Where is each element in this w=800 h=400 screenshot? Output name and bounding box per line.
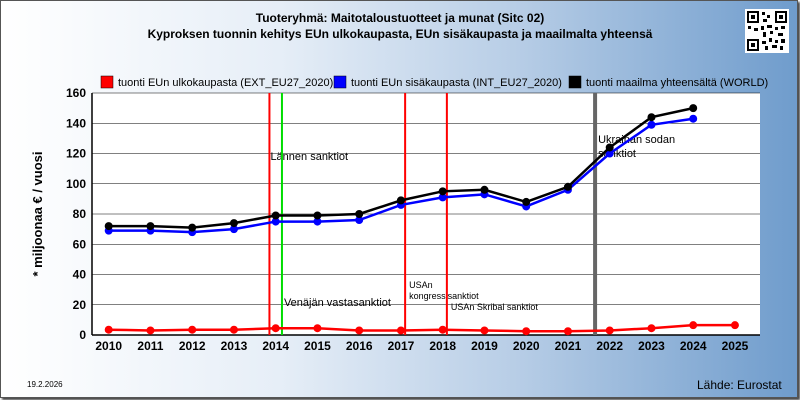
- data-point: [647, 113, 656, 122]
- x-tick-label: 2010: [95, 339, 122, 353]
- data-point: [313, 211, 322, 220]
- data-point: [605, 143, 614, 152]
- data-point: [355, 210, 364, 218]
- x-tick-label: 2013: [221, 339, 248, 353]
- data-point: [480, 326, 489, 335]
- event-label: Venäjän vastasanktiot: [284, 297, 391, 309]
- data-point: [647, 120, 656, 129]
- legend-swatch: [568, 75, 582, 89]
- data-point: [146, 222, 155, 231]
- x-tick-label: 2022: [596, 339, 623, 353]
- data-point: [647, 324, 656, 333]
- data-point: [438, 325, 447, 334]
- event-label: Lännen sanktiot: [270, 151, 348, 163]
- data-point: [689, 114, 698, 123]
- series-line: [108, 323, 735, 333]
- data-point: [396, 326, 405, 335]
- x-tick-label: 2021: [555, 339, 582, 353]
- y-tick-label: 140: [66, 116, 86, 130]
- y-tick-label: 100: [66, 177, 86, 191]
- data-point: [563, 327, 572, 336]
- data-point: [188, 325, 197, 334]
- source-label: Lähde: Eurostat: [697, 378, 782, 392]
- data-point: [522, 197, 531, 206]
- data-point: [104, 325, 113, 334]
- data-point: [313, 324, 322, 333]
- x-tick-label: 2017: [388, 339, 415, 353]
- data-point: [229, 325, 238, 334]
- y-tick-label: 80: [73, 207, 87, 221]
- event-label: USAn kongressisanktiot: [409, 280, 479, 301]
- y-tick-label: 120: [66, 147, 86, 161]
- data-point: [146, 326, 155, 335]
- data-point: [689, 321, 698, 330]
- chart-title: Tuoteryhmä: Maitotaloustuotteet ja munat…: [255, 11, 545, 25]
- data-point: [689, 104, 698, 113]
- data-point: [605, 326, 614, 335]
- data-point: [188, 223, 197, 232]
- data-point: [522, 327, 531, 336]
- legend-swatch: [333, 75, 347, 89]
- data-point: [480, 185, 489, 194]
- y-tick-label: 0: [79, 328, 86, 342]
- legend-label: tuonti EUn sisäkaupasta (INT_EU27_2020): [351, 77, 562, 89]
- legend-label: tuonti EUn ulkokaupasta (EXT_EU27_2020): [118, 77, 333, 89]
- x-tick-label: 2020: [513, 339, 540, 353]
- data-point: [563, 182, 572, 191]
- x-tick-label: 2019: [471, 339, 498, 353]
- data-point: [271, 324, 280, 333]
- x-tick-label: 2011: [137, 339, 163, 353]
- date-label: 19.2.2026: [27, 380, 63, 389]
- x-tick-label: 2016: [346, 339, 373, 353]
- y-tick-label: 60: [73, 237, 87, 251]
- x-tick-label: 2018: [429, 339, 456, 353]
- data-point: [104, 222, 113, 231]
- y-tick-label: 20: [73, 298, 87, 312]
- event-label: USAn Skribal sanktiot: [451, 302, 539, 312]
- data-point: [271, 211, 280, 220]
- x-tick-label: 2012: [179, 339, 206, 353]
- x-tick-label: 2025: [722, 339, 749, 353]
- data-point: [438, 187, 447, 196]
- legend-label: tuonti maailma yhteensältä (WORLD): [586, 77, 768, 89]
- chart-subtitle: Kyproksen tuonnin kehitys EUn ulkokaupas…: [147, 27, 653, 41]
- x-tick-label: 2024: [680, 339, 707, 353]
- legend-swatch: [100, 75, 114, 89]
- x-tick-label: 2023: [638, 339, 665, 353]
- y-tick-label: 40: [73, 268, 87, 282]
- data-point: [730, 321, 739, 330]
- data-point: [355, 326, 364, 335]
- y-axis-label: * miljoonaa € / vuosi: [30, 152, 45, 277]
- data-point: [229, 219, 238, 228]
- qr-code-icon: [745, 9, 789, 53]
- x-tick-label: 2014: [262, 339, 289, 353]
- x-tick-label: 2015: [304, 339, 331, 353]
- y-tick-label: 160: [66, 86, 86, 100]
- data-point: [396, 196, 405, 205]
